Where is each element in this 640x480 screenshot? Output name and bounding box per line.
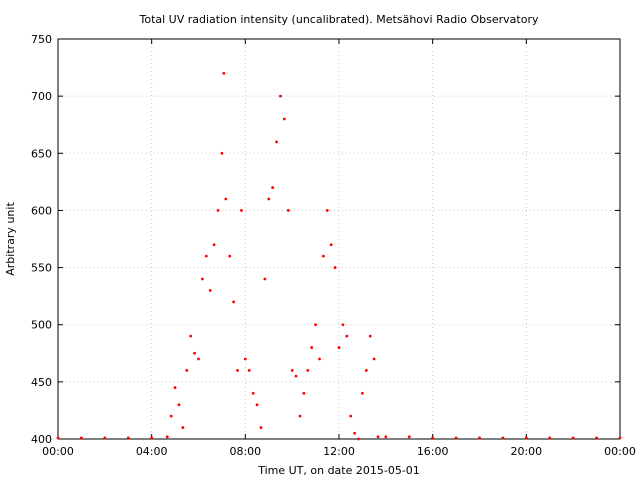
- data-point: [368, 334, 372, 338]
- data-point: [282, 117, 286, 121]
- data-point: [56, 436, 60, 440]
- y-axis: 400 450 500 550 600 650 700 750: [31, 33, 620, 446]
- x-axis-label: Time UT, on date 2015-05-01: [257, 464, 420, 477]
- x-tick-label: 00:00: [604, 445, 636, 458]
- data-point: [384, 435, 388, 439]
- x-axis: 00:00 04:00 08:00 12:00 16:00 20:00 00:00: [42, 39, 636, 458]
- data-point: [208, 289, 212, 292]
- data-point: [201, 277, 204, 281]
- data-point: [150, 436, 154, 440]
- grid: [58, 39, 620, 439]
- data-point: [364, 369, 368, 372]
- data-point: [204, 254, 208, 258]
- data-point: [177, 403, 181, 407]
- data-point: [357, 437, 360, 441]
- data-point: [325, 209, 329, 212]
- data-point: [310, 346, 314, 349]
- data-point: [361, 391, 364, 395]
- data-point: [279, 94, 282, 98]
- data-point: [298, 414, 302, 418]
- data-point: [321, 254, 325, 258]
- data-point: [181, 426, 185, 429]
- data-point: [126, 436, 130, 440]
- data-point: [247, 369, 251, 372]
- data-point: [80, 436, 83, 440]
- data-point: [618, 436, 622, 440]
- data-point: [337, 346, 341, 349]
- data-point: [571, 436, 575, 440]
- data-point: [548, 436, 552, 440]
- data-point: [216, 209, 220, 212]
- y-tick-label: 600: [31, 204, 52, 217]
- data-point: [294, 374, 298, 378]
- y-tick-label: 450: [31, 376, 52, 389]
- data-point: [222, 71, 226, 75]
- x-tick-label: 08:00: [229, 445, 261, 458]
- data-point: [501, 436, 505, 440]
- data-point: [333, 266, 337, 269]
- data-point: [290, 369, 294, 372]
- data-point: [302, 391, 306, 395]
- data-point: [595, 436, 598, 440]
- x-tick-label: 00:00: [42, 445, 74, 458]
- data-point: [478, 436, 481, 440]
- data-point: [353, 431, 357, 435]
- data-point: [376, 435, 380, 439]
- data-point: [306, 369, 310, 372]
- data-point: [454, 436, 458, 440]
- data-point: [349, 414, 353, 418]
- y-tick-label: 650: [31, 147, 52, 160]
- data-point: [243, 357, 247, 361]
- y-tick-label: 400: [31, 433, 52, 446]
- x-tick-label: 12:00: [323, 445, 355, 458]
- data-point: [165, 435, 169, 439]
- data-point: [251, 391, 255, 395]
- data-point: [240, 209, 243, 212]
- data-point: [318, 357, 321, 361]
- data-point: [286, 209, 290, 212]
- data-point: [341, 323, 345, 327]
- data-point: [228, 254, 232, 258]
- data-point: [263, 277, 267, 281]
- data-point: [232, 300, 236, 304]
- data-point: [372, 357, 376, 361]
- data-point: [173, 386, 177, 389]
- y-tick-label: 500: [31, 319, 52, 332]
- chart-title: Total UV radiation intensity (uncalibrat…: [139, 13, 539, 26]
- data-point: [267, 197, 271, 201]
- y-axis-label: Arbitrary unit: [4, 202, 17, 276]
- x-tick-label: 20:00: [510, 445, 542, 458]
- y-tick-label: 550: [31, 262, 52, 275]
- data-point: [103, 436, 107, 440]
- data-point: [314, 323, 317, 327]
- y-tick-label: 700: [31, 90, 52, 103]
- data-point: [212, 243, 216, 247]
- x-tick-label: 04:00: [136, 445, 168, 458]
- data-point: [189, 334, 193, 338]
- data-point: [169, 414, 173, 418]
- y-tick-label: 750: [31, 33, 52, 46]
- data-point: [259, 426, 263, 429]
- data-point: [431, 436, 435, 440]
- data-point: [224, 197, 228, 201]
- data-points: [56, 71, 622, 441]
- data-point: [524, 436, 528, 440]
- x-tick-label: 16:00: [417, 445, 449, 458]
- data-point: [345, 334, 349, 338]
- data-point: [275, 140, 278, 144]
- data-point: [329, 243, 333, 247]
- data-point: [236, 369, 239, 372]
- data-point: [271, 186, 275, 189]
- data-point: [197, 357, 200, 361]
- data-point: [193, 351, 196, 355]
- data-point: [220, 151, 224, 155]
- data-point: [407, 435, 411, 439]
- data-point: [185, 369, 189, 372]
- data-point: [255, 403, 259, 407]
